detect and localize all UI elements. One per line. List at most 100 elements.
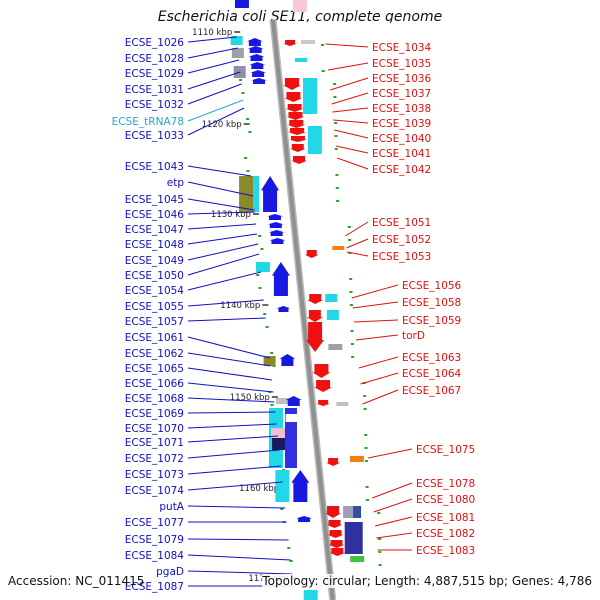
marker-dot — [260, 248, 264, 250]
reverse-gene-arrow — [289, 144, 306, 152]
leader-line — [187, 71, 241, 90]
marker-dot — [321, 70, 325, 72]
marker-dot — [246, 170, 250, 172]
green-feature — [350, 556, 365, 562]
gene-label: ECSE_1079 — [125, 534, 184, 546]
cyan-feature — [253, 176, 260, 212]
leader-line — [187, 47, 238, 59]
leader-line — [187, 317, 266, 322]
forward-gene-arrow — [249, 62, 266, 69]
right-gene-labels: ECSE_1034 ECSE_1035 ECSE_1036 ECSE_1037 ECSE… — [325, 42, 475, 557]
marker-dot — [378, 551, 382, 553]
reverse-gene-arrow — [288, 128, 305, 134]
leader-line — [328, 62, 369, 71]
gene-label: ECSE_1058 — [402, 297, 461, 309]
cyan-feature — [255, 262, 270, 272]
gene-label: ECSE_1031 — [125, 84, 184, 96]
gene-label: ECSE_1053 — [372, 251, 431, 263]
gene-label: ECSE_1070 — [125, 423, 184, 435]
forward-gene-arrow — [247, 46, 264, 53]
gene-label: ECSE_1032 — [125, 99, 184, 111]
orange-feature — [332, 246, 345, 250]
leader-line — [187, 481, 283, 491]
gene-label: ECSE_1056 — [402, 280, 462, 292]
genome-summary-text: Topology: circular; Length: 4,887,515 bp… — [262, 574, 592, 588]
gene-label: etp — [167, 177, 185, 189]
gene-label: putA — [159, 501, 184, 513]
blue-feature — [284, 408, 297, 468]
pink-feature — [292, 0, 307, 12]
reverse-gene-arrow — [286, 112, 305, 120]
olive-feature — [263, 356, 276, 366]
marker-dot — [365, 486, 369, 488]
forward-gene-arrow — [276, 306, 291, 312]
leader-line — [187, 233, 258, 245]
leader-line — [187, 253, 260, 276]
marker-dot — [248, 131, 252, 133]
gene-label: ECSE_1072 — [125, 453, 184, 465]
gene-label: ECSE_1038 — [372, 103, 431, 115]
leader-line — [344, 221, 369, 237]
leader-line — [334, 129, 369, 139]
reverse-gene-arrow — [325, 506, 342, 518]
leader-line — [351, 284, 399, 299]
leader-line — [374, 516, 413, 527]
leader-line — [187, 83, 242, 105]
leader-line — [187, 554, 291, 561]
marker-dot — [246, 118, 250, 120]
cyan-feature — [302, 78, 317, 114]
leader-line — [187, 107, 245, 136]
navy-feature — [344, 522, 363, 554]
cyan-feature — [326, 310, 339, 320]
tick-label: 1110 kbp — [192, 28, 232, 38]
leader-line — [187, 211, 255, 215]
reverse-gene-arrow — [285, 104, 304, 112]
gene-label: ECSE_1081 — [416, 512, 475, 524]
forward-gene-arrow — [250, 78, 267, 84]
marker-dot — [239, 79, 243, 81]
leader-line — [187, 435, 278, 443]
gene-label: ECSE_1071 — [125, 437, 184, 449]
reverse-gene-arrow — [284, 92, 303, 102]
forward-gene-arrow — [279, 354, 296, 366]
leader-line — [187, 299, 264, 307]
cyan-feature — [307, 126, 322, 154]
grey-feature — [275, 398, 288, 404]
gene-label: ECSE_1061 — [125, 332, 184, 344]
marker-dot — [349, 278, 353, 280]
marker-dot — [256, 274, 260, 276]
reverse-gene-arrow — [287, 120, 306, 128]
marker-dot — [270, 352, 274, 354]
leader-line — [187, 382, 274, 393]
tick-label: 1150 kbp — [230, 393, 270, 403]
leader-line — [187, 198, 255, 211]
gene-label: ECSE_1066 — [125, 378, 185, 390]
leader-line — [187, 59, 240, 74]
gene-label: ECSE_1078 — [416, 478, 475, 490]
gene-label: ECSE_tRNA78 — [112, 116, 184, 128]
leader-line — [187, 538, 289, 541]
forward-gene-arrow — [269, 238, 286, 244]
marker-dot — [365, 499, 369, 501]
marker-dot — [263, 313, 267, 315]
leader-line — [360, 372, 399, 385]
reverse-gene-arrow — [283, 40, 298, 46]
gene-label: ECSE_1051 — [372, 217, 431, 229]
gene-label: ECSE_1082 — [416, 528, 475, 540]
gene-label: ECSE_1084 — [125, 550, 185, 562]
reverse-gene-arrow — [314, 380, 333, 392]
forward-gene-arrow — [268, 230, 285, 236]
cyan-feature — [303, 590, 318, 600]
gene-label: ECSE_1045 — [125, 194, 184, 206]
white-gap — [285, 414, 298, 422]
gene-label: ECSE_1077 — [125, 517, 184, 529]
genome-backbone — [271, 19, 335, 600]
reverse-gene-arrow — [304, 250, 319, 258]
marker-dot — [351, 356, 355, 358]
marker-dot — [270, 404, 274, 406]
leader-line — [187, 165, 252, 177]
gene-label: ECSE_1087 — [125, 581, 184, 593]
tick-label: 1140 kbp — [220, 301, 260, 311]
leader-line — [187, 271, 262, 291]
leader-line — [187, 367, 273, 381]
